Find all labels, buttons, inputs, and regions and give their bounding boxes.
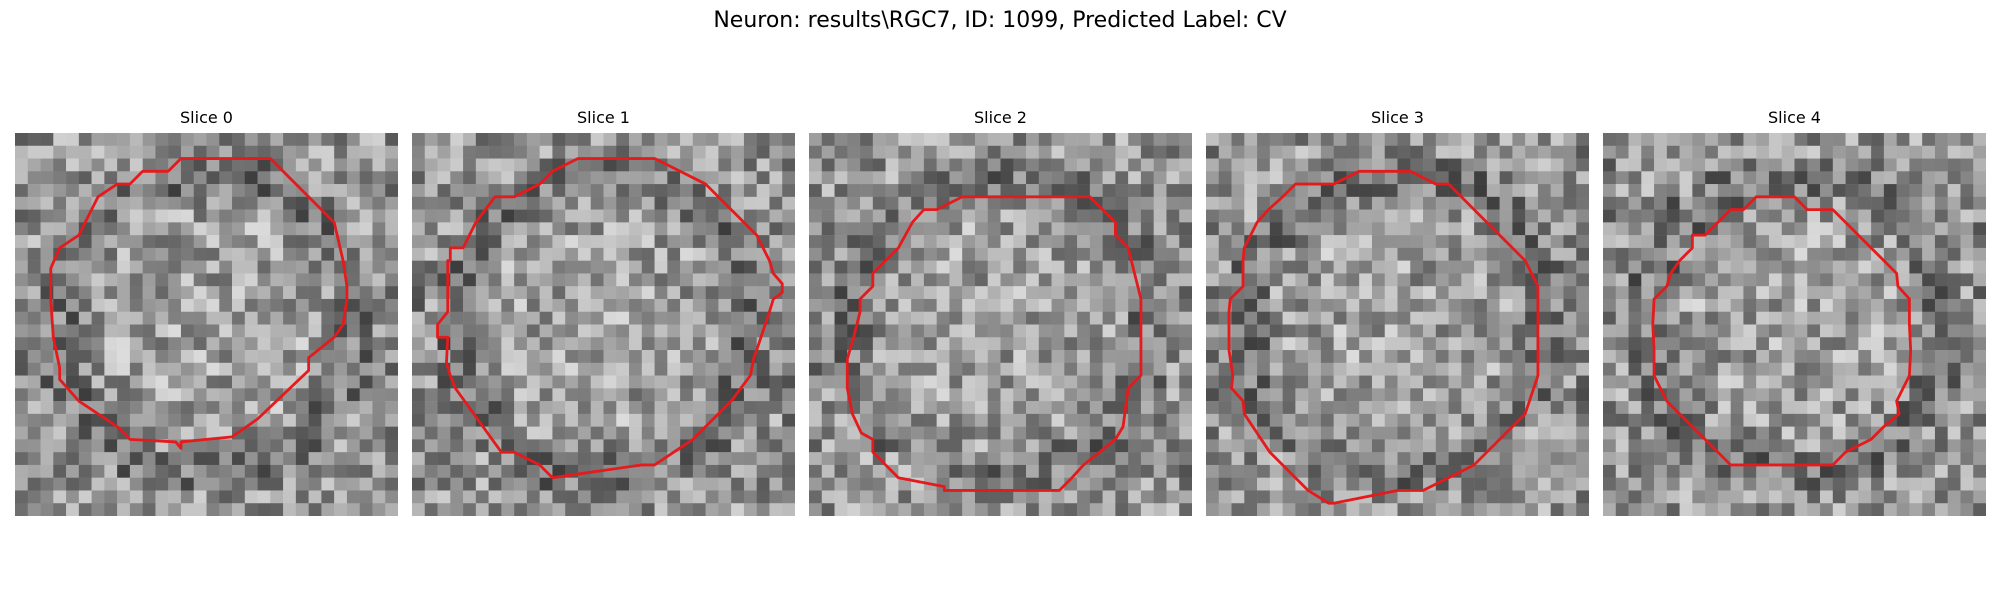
slice-title: Slice 3 <box>1371 108 1424 127</box>
slice-image <box>1603 133 1986 516</box>
slice-title: Slice 2 <box>974 108 1027 127</box>
slice-image <box>15 133 398 516</box>
cell-contour <box>436 157 784 480</box>
slice-image <box>1206 133 1589 516</box>
slice-image <box>412 133 795 516</box>
slice-title: Slice 0 <box>180 108 233 127</box>
slice-title: Slice 1 <box>577 108 630 127</box>
cell-contour <box>845 195 1143 492</box>
slice-panel: Slice 1 <box>412 108 795 518</box>
cell-contour <box>49 157 349 450</box>
slice-panel: Slice 0 <box>15 108 398 518</box>
cell-contour <box>1227 169 1540 505</box>
slice-panel: Slice 4 <box>1603 108 1986 518</box>
figure-title: Neuron: results\RGC7, ID: 1099, Predicte… <box>713 8 1287 33</box>
slice-panel: Slice 3 <box>1206 108 1589 518</box>
cell-contour <box>1651 195 1913 467</box>
slice-image <box>809 133 1192 516</box>
slice-title: Slice 4 <box>1768 108 1821 127</box>
slice-panel: Slice 2 <box>809 108 1192 518</box>
